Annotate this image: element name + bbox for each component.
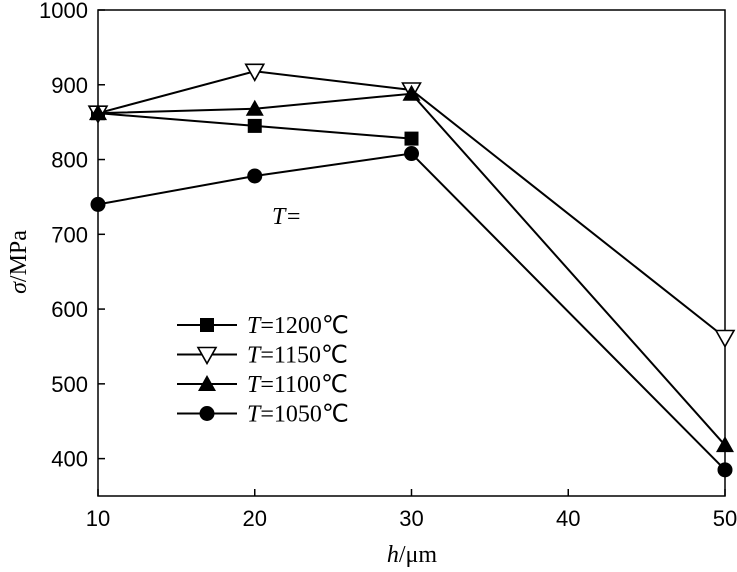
series-line [97,152,726,471]
y-tick-label: 500 [51,372,88,397]
y-tick-label: 900 [51,73,88,98]
legend-marker [199,406,215,421]
data-point [404,146,419,162]
data-point [402,84,421,101]
data-point [89,104,107,121]
x-axis-label: h/μm [387,542,438,568]
legend-label: T=1200℃ [247,313,349,339]
x-tick-label: 20 [243,506,267,531]
series-2 [87,63,736,349]
data-point [90,196,106,212]
axis-ticks: 10 20 30 40 50 400 500 600 700 800 900 1000 [39,0,737,531]
legend-label: T=1050℃ [247,402,349,428]
legend-label: T=1100℃ [247,372,348,398]
legend-item: T=1150℃ [177,343,348,369]
data-point [245,99,264,116]
data-point [247,118,262,133]
data-point [404,131,419,146]
x-tick-label: 50 [713,506,737,531]
series-4 [90,146,733,478]
legend-item: T=1050℃ [177,402,349,428]
y-tick-label: 1000 [39,0,88,23]
legend-item: T=1100℃ [177,372,348,398]
legend-label: T=1150℃ [247,343,348,369]
data-point [717,462,733,478]
y-axis-label: σ/MPa [6,230,32,294]
y-tick-label: 700 [51,222,88,247]
legend-marker [198,375,216,391]
x-tick-label: 10 [86,506,110,531]
data-point [714,329,736,349]
series-3 [89,84,734,453]
legend-marker [196,346,218,366]
data-point [244,63,266,82]
annotation-t: T= [272,204,302,230]
legend: T=1200℃ T=1150℃ T=1100℃ T=1050℃ [177,313,349,428]
y-tick-label: 400 [51,447,88,472]
series-line [97,92,726,446]
legend-item: T=1200℃ [177,313,349,339]
y-tick-label: 600 [51,297,88,322]
series-line [97,70,726,339]
x-tick-label: 30 [399,506,423,531]
legend-marker [200,318,214,332]
series-layer [87,63,736,478]
data-point [247,168,263,184]
x-tick-label: 40 [556,506,580,531]
y-tick-label: 800 [51,148,88,173]
data-point [716,436,734,453]
